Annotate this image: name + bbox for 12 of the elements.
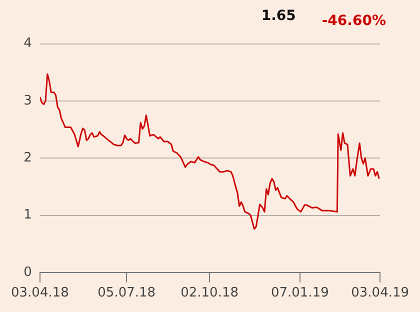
y-tick-label: 2 [24,150,32,166]
text: -46.60% [322,13,386,29]
text: 1.65 [261,8,296,26]
x-tick-label: 05.07.18 [98,286,156,301]
y-tick-label: 3 [24,93,32,108]
x-tick-label: 03.04.18 [11,286,69,301]
x-tick-label: 03.04.19 [351,286,409,301]
x-tick-label: 07.01.19 [270,286,329,301]
y-tick-label: 1 [24,208,32,223]
x-tick-label: 02.10.18 [180,286,238,301]
y-tick-label: 0 [24,264,32,280]
y-tick-label: 4 [24,36,32,52]
